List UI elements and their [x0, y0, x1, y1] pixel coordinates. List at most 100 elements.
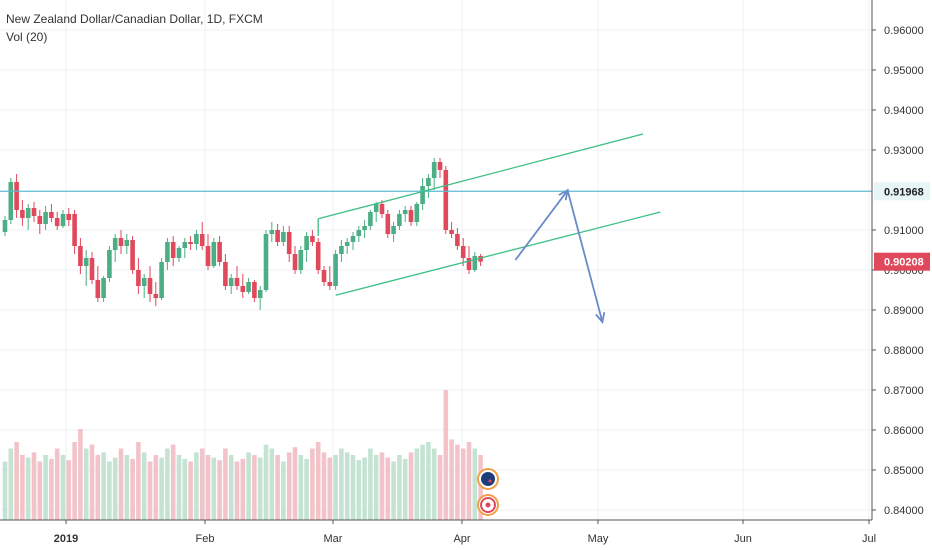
volume-bar: [252, 455, 257, 520]
volume-bar: [315, 442, 321, 520]
candle: [252, 280, 257, 302]
y-tick-label: 0.84000: [884, 505, 924, 517]
candle: [373, 202, 379, 222]
candle-body: [339, 246, 344, 254]
nz-flag-event-icon[interactable]: [477, 468, 499, 490]
candle-body: [2, 220, 8, 232]
candle: [472, 252, 478, 272]
volume-bar: [194, 452, 199, 520]
candle-body: [170, 242, 176, 258]
candle-body: [83, 258, 89, 266]
candle-body: [240, 286, 246, 292]
candle: [205, 234, 211, 270]
volume-bar: [136, 442, 141, 520]
candle: [368, 210, 373, 230]
candle: [281, 226, 286, 246]
candle-body: [165, 242, 170, 262]
candle: [182, 238, 188, 258]
candle-body: [31, 208, 37, 216]
candle: [72, 210, 77, 254]
candle: [43, 206, 48, 230]
candle-body: [72, 214, 77, 246]
candle: [228, 274, 234, 294]
candle-body: [66, 214, 72, 220]
volume-bar: [153, 455, 159, 520]
candle: [130, 236, 135, 274]
volume-bar: [356, 460, 362, 520]
candle: [124, 234, 130, 254]
candle-body: [205, 246, 211, 266]
candle: [176, 246, 182, 262]
candle-body: [379, 204, 385, 214]
candle-body: [14, 182, 19, 210]
channel-lower-line[interactable]: [335, 211, 661, 296]
level-price-tag-bg: [874, 182, 930, 201]
candle: [49, 204, 54, 222]
candle: [362, 220, 367, 238]
volume-bar: [310, 448, 315, 520]
arrow-up-head: [558, 188, 569, 201]
volume-bar: [8, 448, 14, 520]
candle-body: [310, 236, 315, 242]
volume-bar: [426, 442, 431, 520]
y-tick-label: 0.85000: [884, 465, 924, 477]
drawings[interactable]: [0, 133, 872, 325]
candle-body: [414, 204, 420, 222]
projection-path[interactable]: [514, 188, 604, 323]
volume-bar: [49, 458, 54, 520]
channel-upper-line[interactable]: [318, 133, 644, 220]
volume-indicator-label[interactable]: Vol (20): [6, 30, 48, 44]
candle: [327, 266, 333, 290]
volume-bar: [321, 452, 327, 520]
candle: [449, 222, 454, 238]
candle-body: [478, 256, 483, 262]
volume-bar: [217, 460, 222, 520]
level-price-tag: 0.91968: [874, 182, 930, 201]
candle: [344, 238, 350, 254]
volume-bar: [431, 448, 437, 520]
candle-body: [373, 204, 379, 212]
candle-body: [455, 234, 460, 246]
candle-body: [118, 238, 124, 246]
candle-body: [443, 170, 449, 230]
candle-body: [60, 214, 66, 226]
y-tick-label: 0.94000: [884, 105, 924, 117]
volume-bar: [37, 461, 43, 520]
candle-body: [275, 230, 280, 242]
x-tick-label: Mar: [324, 533, 343, 545]
volume-bar: [78, 429, 83, 520]
symbol-title[interactable]: New Zealand Dollar/Canadian Dollar, 1D, …: [6, 12, 263, 26]
volume-bar: [281, 461, 286, 520]
candle: [420, 178, 425, 210]
volume-bar: [14, 442, 19, 520]
candle: [350, 232, 356, 250]
volume-bar: [66, 460, 72, 520]
volume-bar: [379, 452, 385, 520]
candle-body: [252, 282, 257, 298]
volume-bar: [205, 455, 211, 520]
volume-bar: [460, 448, 466, 520]
candle-body: [362, 226, 367, 230]
candle-body: [107, 250, 112, 278]
candle: [188, 236, 193, 250]
event-markers[interactable]: [477, 468, 499, 516]
volume-bar: [147, 461, 153, 520]
candle: [31, 202, 37, 222]
volume-bar: [72, 442, 77, 520]
volume-bar: [327, 457, 333, 520]
candle-body: [472, 256, 478, 270]
candle: [426, 174, 431, 198]
candle-body: [263, 234, 269, 290]
volume-bar: [257, 457, 263, 520]
volume-bar: [402, 458, 408, 520]
y-tick-label: 0.86000: [884, 425, 924, 437]
ca-flag-event-icon[interactable]: [477, 494, 499, 516]
volume-bar: [385, 457, 391, 520]
x-tick-label: 2019: [54, 533, 78, 545]
candle-body: [124, 240, 130, 246]
volume-bar: [240, 458, 246, 520]
volume-bar: [176, 455, 182, 520]
candlestick-series: [2, 158, 483, 310]
